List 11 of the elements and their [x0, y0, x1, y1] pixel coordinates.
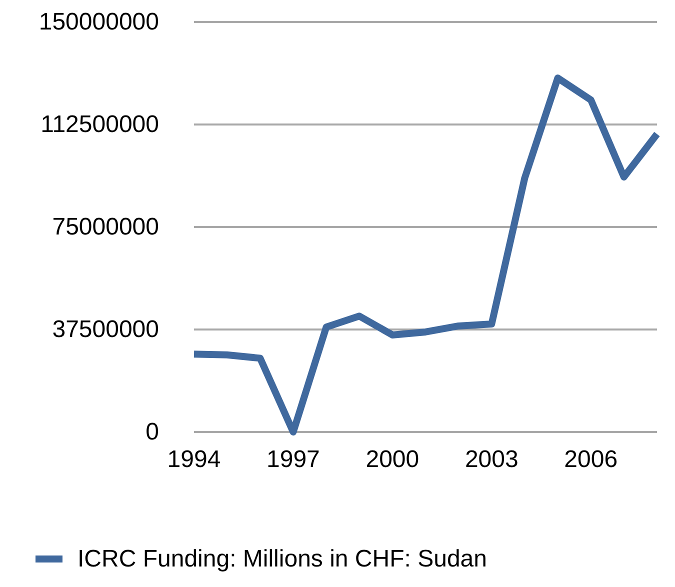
x-tick-label: 2006 [564, 446, 618, 473]
y-tick-label: 75000000 [52, 214, 159, 240]
y-tick-label: 150000000 [38, 8, 159, 36]
x-tick-label: 1997 [266, 446, 320, 473]
y-tick-label: 112500000 [40, 111, 159, 138]
x-tick-label: 1994 [167, 446, 221, 473]
legend-label: ICRC Funding: Millions in CHF: Sudan [78, 546, 487, 572]
x-tick-label: 2003 [464, 446, 518, 473]
y-tick-label: 37500000 [52, 316, 159, 343]
y-tick-label: 0 [146, 418, 159, 446]
x-tick-label: 2000 [366, 446, 420, 473]
